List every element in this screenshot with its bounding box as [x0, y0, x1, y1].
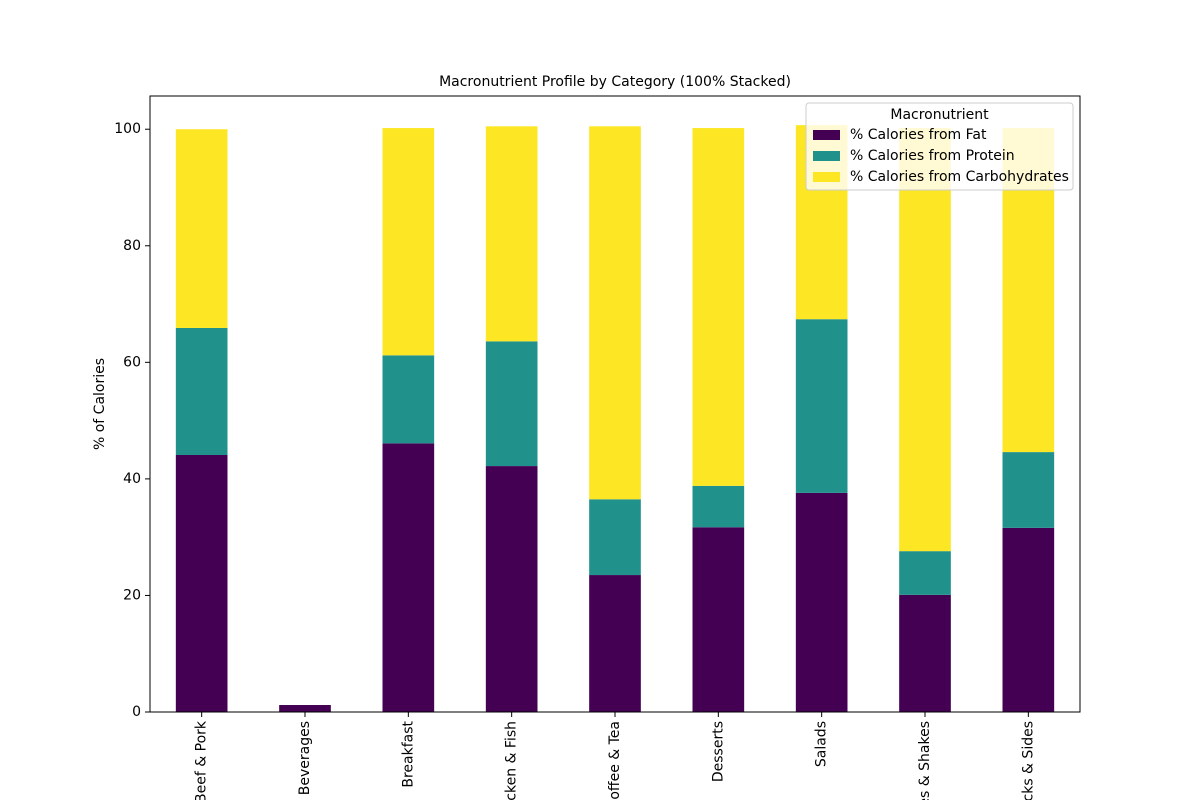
bar-segment: [175, 454, 228, 712]
y-tick-label: 80: [123, 238, 141, 254]
y-tick-label: 0: [132, 704, 141, 720]
bar-segment: [692, 527, 745, 712]
bar-segment: [899, 128, 951, 552]
legend-label: % Calories from Protein: [850, 148, 1015, 164]
y-axis-label: % of Calories: [92, 358, 108, 450]
legend-swatch: [813, 130, 840, 140]
bar-segment: [692, 485, 745, 528]
bar-segment: [382, 443, 435, 712]
chart-title: Macronutrient Profile by Category (100% …: [439, 74, 791, 90]
legend-box: [805, 102, 1074, 191]
bar-segment: [485, 126, 538, 342]
x-tick-label: Breakfast: [400, 721, 416, 788]
bar-segment: [382, 355, 435, 444]
legend-label: % Calories from Carbohydrates: [850, 169, 1069, 185]
y-tick-label: 20: [123, 587, 141, 603]
bar-segment: [899, 551, 951, 595]
legend-title: Macronutrient: [890, 107, 989, 123]
plot-frame: [149, 95, 1081, 713]
x-tick-label: Snacks & Sides: [1020, 721, 1036, 800]
bar-segment: [692, 128, 745, 486]
legend-swatch: [813, 151, 840, 161]
bar-segment: [589, 126, 641, 500]
bar-segment: [485, 466, 538, 712]
bar-segment: [589, 575, 641, 712]
x-tick-label: Chicken & Fish: [504, 721, 520, 800]
bar-segment: [899, 594, 951, 712]
x-tick-label: Beef & Pork: [194, 720, 210, 800]
y-tick-label: 60: [123, 354, 141, 370]
x-tick-label: Coffee & Tea: [607, 721, 623, 800]
bar-segment: [795, 492, 848, 712]
bar-segment: [279, 705, 331, 712]
x-tick-label: Beverages: [297, 721, 313, 795]
bar-segment: [1002, 452, 1055, 528]
x-tick-label: Smoothies & Shakes: [917, 721, 933, 800]
bar-segment: [589, 499, 641, 576]
legend-swatch: [813, 172, 840, 182]
bar-segment: [175, 327, 228, 455]
legend-label: % Calories from Fat: [850, 127, 987, 143]
bar-segment: [175, 129, 228, 328]
y-tick-label: 40: [123, 471, 141, 487]
bar-segment: [485, 341, 538, 467]
x-tick-label: Desserts: [710, 721, 726, 782]
bar-segment: [382, 128, 435, 356]
bar-segment: [795, 319, 848, 493]
x-tick-label: Salads: [814, 721, 830, 767]
y-tick-label: 100: [114, 121, 141, 137]
bar-segment: [1002, 527, 1055, 712]
